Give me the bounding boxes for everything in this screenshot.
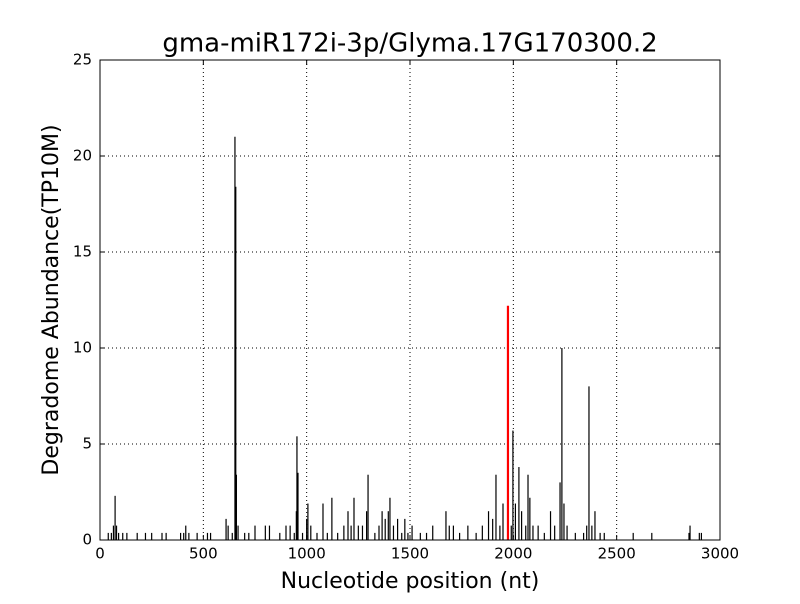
x-axis-label: Nucleotide position (nt) bbox=[281, 569, 540, 594]
x-tick-label: 2000 bbox=[494, 545, 532, 563]
plot-frame bbox=[99, 59, 721, 541]
y-tick-label: 15 bbox=[73, 243, 92, 261]
x-tick-label: 3000 bbox=[701, 545, 739, 563]
y-tick-label: 5 bbox=[82, 435, 92, 453]
y-tick-label: 10 bbox=[73, 339, 92, 357]
x-tick-label: 0 bbox=[95, 545, 105, 563]
y-tick-label: 20 bbox=[73, 147, 92, 165]
x-tick-label: 500 bbox=[189, 545, 218, 563]
y-tick-label: 25 bbox=[73, 51, 92, 69]
x-tick-label: 1000 bbox=[288, 545, 326, 563]
x-tick-label: 1500 bbox=[391, 545, 429, 563]
y-tick-label: 0 bbox=[82, 531, 92, 549]
x-tick-label: 2500 bbox=[598, 545, 636, 563]
y-axis-label: Degradome Abundance(TP10M) bbox=[39, 124, 64, 475]
chart-title: gma-miR172i-3p/Glyma.17G170300.2 bbox=[162, 29, 657, 59]
